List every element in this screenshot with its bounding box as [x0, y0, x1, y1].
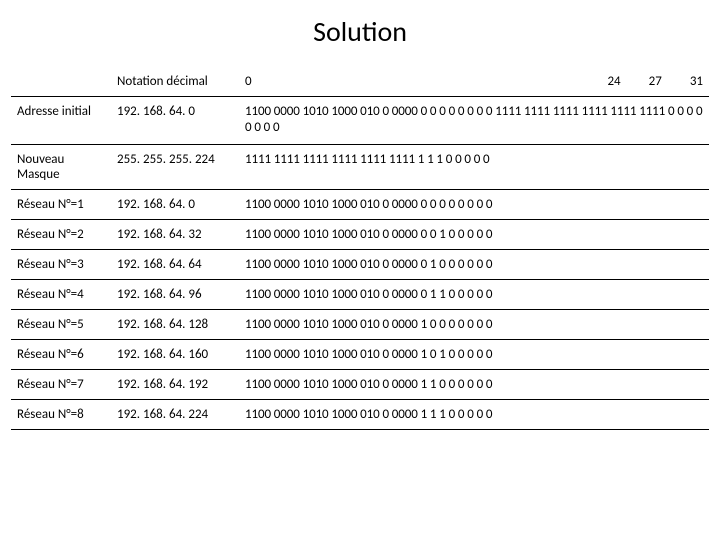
row-label: Réseau N°=2: [11, 219, 111, 249]
row-decimal: 192. 168. 64. 128: [111, 309, 239, 339]
page-title: Solution: [0, 0, 720, 67]
hdr-bin-27: 27: [649, 74, 662, 89]
row-binary: 1100 0000 1010 1000 010 0 0000 0 1 1 0 0…: [239, 279, 709, 309]
hdr-binary: 0 24 27 31: [239, 67, 709, 97]
row-decimal: 255. 255. 255. 224: [111, 144, 239, 189]
row-label: Réseau N°=3: [11, 249, 111, 279]
hdr-label: [11, 67, 111, 97]
row-binary: 1100 0000 1010 1000 010 0 0000 1 1 1 0 0…: [239, 399, 709, 429]
table-row: Réseau N°=7192. 168. 64. 1921100 0000 10…: [11, 369, 709, 399]
table-row: Réseau N°=6192. 168. 64. 1601100 0000 10…: [11, 339, 709, 369]
row-label: Réseau N°=7: [11, 369, 111, 399]
row-binary: 1100 0000 1010 1000 010 0 0000 0 1 0 0 0…: [239, 249, 709, 279]
row-binary: 1111 1111 1111 1111 1111 1111 1 1 1 0 0 …: [239, 144, 709, 189]
hdr-bin-31: 31: [690, 74, 703, 89]
row-decimal: 192. 168. 64. 224: [111, 399, 239, 429]
row-binary: 1100 0000 1010 1000 010 0 0000 0 0 1 0 0…: [239, 219, 709, 249]
table-row: Réseau N°=8192. 168. 64. 2241100 0000 10…: [11, 399, 709, 429]
row-binary: 1100 0000 1010 1000 010 0 0000 1 0 1 0 0…: [239, 339, 709, 369]
row-binary: 1100 0000 1010 1000 010 0 0000 0 0 0 0 0…: [239, 97, 709, 145]
row-binary: 1100 0000 1010 1000 010 0 0000 0 0 0 0 0…: [239, 189, 709, 219]
hdr-bin-24: 24: [607, 74, 620, 89]
row-decimal: 192. 168. 64. 64: [111, 249, 239, 279]
row-label: Réseau N°=1: [11, 189, 111, 219]
row-binary: 1100 0000 1010 1000 010 0 0000 1 0 0 0 0…: [239, 309, 709, 339]
hdr-decimal: Notation décimal: [111, 67, 239, 97]
row-decimal: 192. 168. 64. 0: [111, 189, 239, 219]
table-row: Réseau N°=4192. 168. 64. 961100 0000 101…: [11, 279, 709, 309]
hdr-bin-0: 0: [245, 74, 252, 89]
row-decimal: 192. 168. 64. 192: [111, 369, 239, 399]
row-binary: 1100 0000 1010 1000 010 0 0000 1 1 0 0 0…: [239, 369, 709, 399]
row-decimal: 192. 168. 64. 160: [111, 339, 239, 369]
row-label: Nouveau Masque: [11, 144, 111, 189]
subnet-table: Notation décimal 0 24 27 31 Adresse init…: [11, 67, 709, 430]
row-decimal: 192. 168. 64. 0: [111, 97, 239, 145]
table-row: Réseau N°=5192. 168. 64. 1281100 0000 10…: [11, 309, 709, 339]
row-label: Réseau N°=5: [11, 309, 111, 339]
table-row: Nouveau Masque255. 255. 255. 2241111 111…: [11, 144, 709, 189]
row-label: Adresse initial: [11, 97, 111, 145]
row-label: Réseau N°=6: [11, 339, 111, 369]
table-row: Réseau N°=2192. 168. 64. 321100 0000 101…: [11, 219, 709, 249]
row-decimal: 192. 168. 64. 96: [111, 279, 239, 309]
row-decimal: 192. 168. 64. 32: [111, 219, 239, 249]
table-row: Réseau N°=1192. 168. 64. 01100 0000 1010…: [11, 189, 709, 219]
table-row: Adresse initial192. 168. 64. 01100 0000 …: [11, 97, 709, 145]
row-label: Réseau N°=4: [11, 279, 111, 309]
table-row: Réseau N°=3192. 168. 64. 641100 0000 101…: [11, 249, 709, 279]
table-header-row: Notation décimal 0 24 27 31: [11, 67, 709, 97]
row-label: Réseau N°=8: [11, 399, 111, 429]
